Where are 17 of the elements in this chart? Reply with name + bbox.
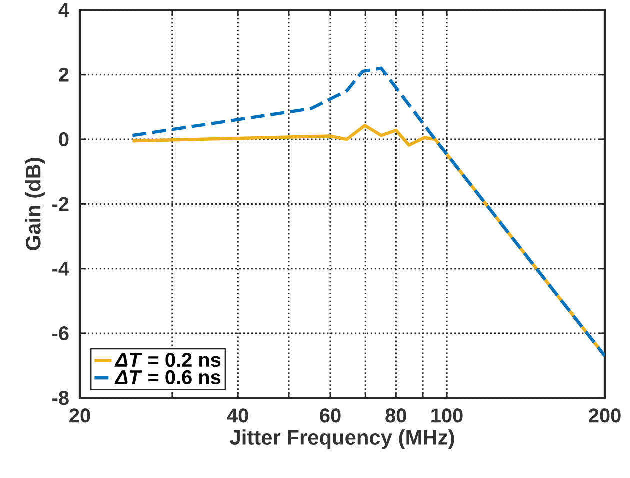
y-tick-label: 0 [59, 132, 69, 146]
x-tick-label: 40 [227, 408, 248, 423]
x-tick-label: 20 [70, 408, 90, 423]
y-tick-label: -2 [52, 197, 69, 212]
legend-label: ΔT = 0.6 ns [114, 370, 221, 384]
y-tick-label: 2 [59, 68, 69, 82]
x-tick-label: 200 [589, 408, 621, 423]
x-tick-label: 80 [386, 408, 406, 423]
y-tick-label: -8 [52, 391, 69, 406]
y-tick-label: 4 [58, 3, 70, 17]
x-axis-title: Jitter Frequency (MHz) [230, 430, 454, 450]
y-axis-title: Gain (dB) [25, 158, 45, 250]
x-tick-label: 100 [432, 408, 463, 423]
y-tick-label: -6 [52, 326, 69, 340]
legend-label: ΔT = 0.2 ns [114, 352, 221, 368]
y-tick-label: -4 [52, 262, 70, 276]
x-tick-label: 60 [320, 408, 341, 423]
